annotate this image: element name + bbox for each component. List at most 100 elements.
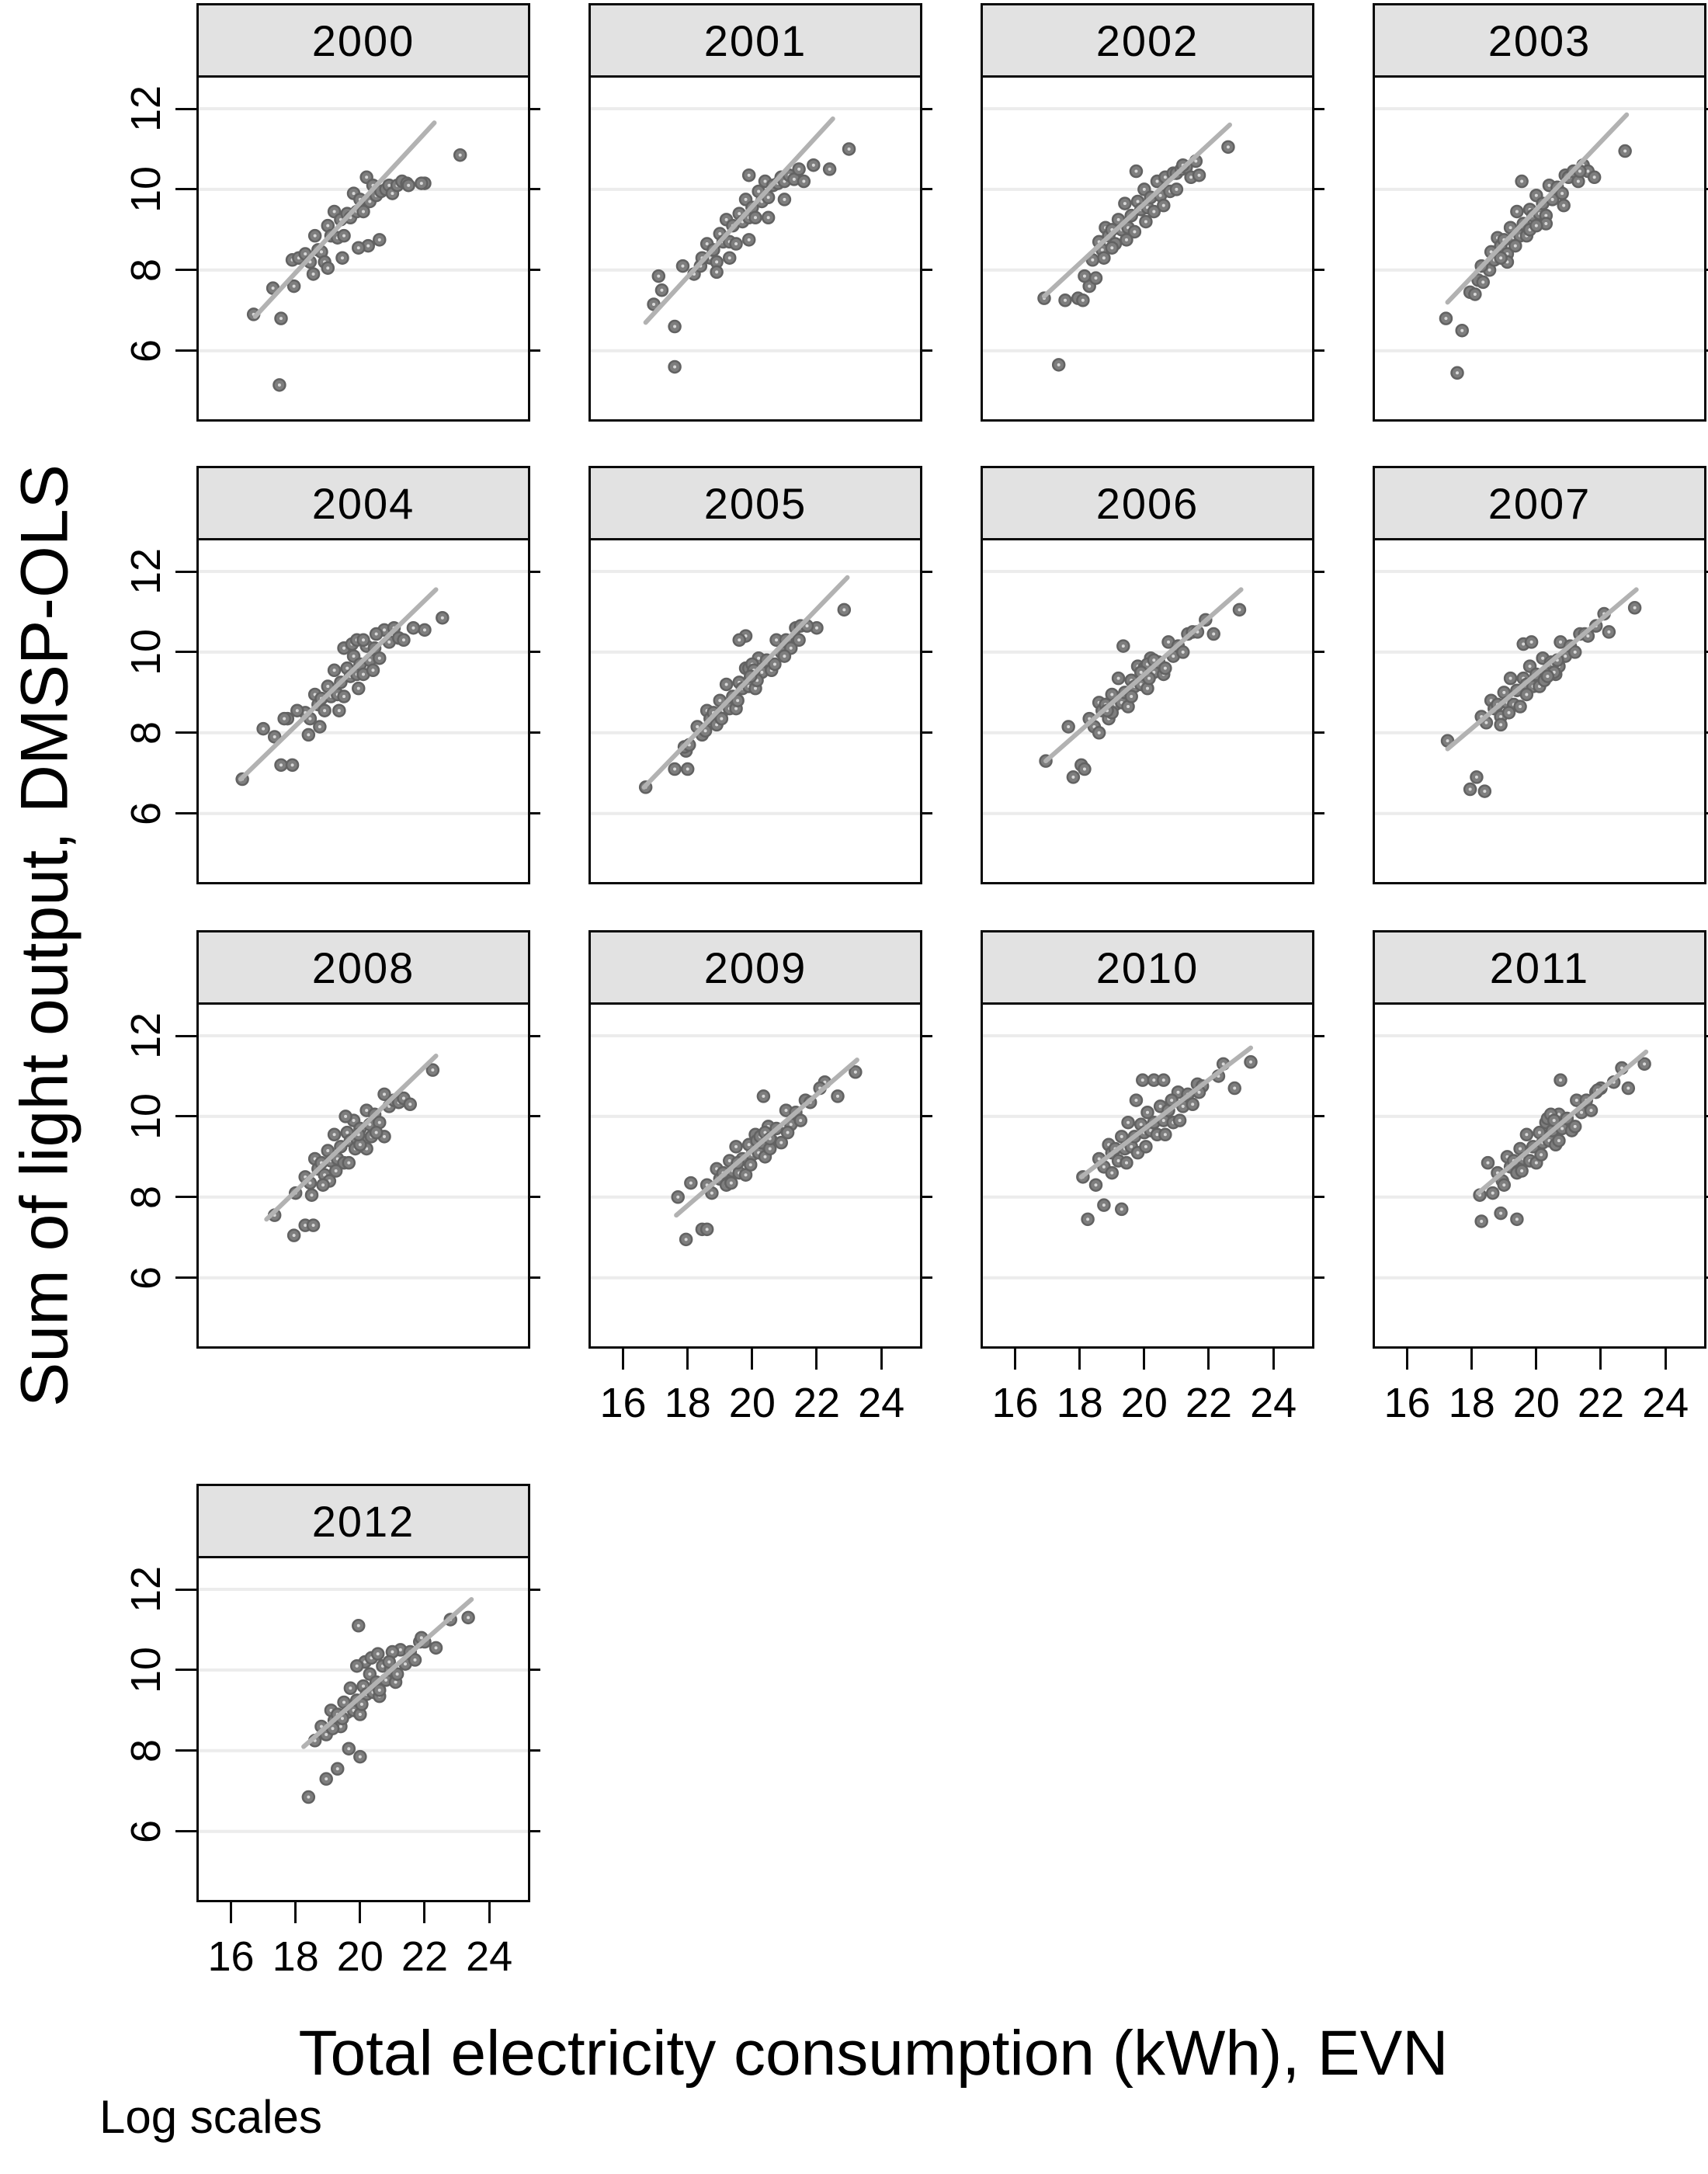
data-point-core [1057,363,1061,366]
data-point-core [754,686,757,690]
right-tick-mark [1706,269,1708,272]
data-point-core [366,244,370,248]
x-tick-label: 18 [1448,1380,1495,1426]
right-tick-mark [1706,107,1708,110]
right-tick-mark [1706,651,1708,654]
data-point-core [1189,175,1193,179]
data-point-core [842,608,846,612]
scatter-svg-2011 [1375,1034,1704,1280]
right-tick-mark [1706,812,1708,815]
data-point-core [1163,666,1167,670]
data-point-core [744,197,748,201]
data-point-core [660,288,664,292]
panel-plot-2007 [1375,540,1704,882]
data-point-core [1081,298,1085,302]
data-point-core [1473,292,1477,296]
data-point-core [383,1134,387,1138]
data-point-core [1481,280,1485,284]
data-point-core [724,217,728,221]
x-tick-mark [1599,1349,1602,1370]
data-point-core [715,260,719,264]
data-point-core [1097,731,1101,735]
data-point-core [422,628,426,632]
y-tick-label: 12 [123,85,169,133]
scatter-svg-2010 [983,1034,1312,1280]
y-tick-label: 10 [123,1092,169,1140]
fit-line-2003 [1445,112,1630,305]
data-point-core [383,628,387,632]
data-point-core [1541,656,1545,660]
data-point-core [347,1747,351,1751]
data-point-core [1525,693,1529,696]
data-point-core [1502,1183,1506,1187]
right-tick-mark [1314,651,1324,654]
data-point-core [321,1183,325,1187]
data-point-core [440,616,444,620]
data-point-core [686,767,689,771]
panel-2012: 2012 6 8 10 12 16 18 20 22 24 [123,1484,540,1980]
data-point-core [1082,274,1086,278]
data-point-core [1507,710,1511,714]
data-point-core [398,1648,402,1651]
data-point-core [1123,202,1127,206]
data-point-core [1194,159,1198,163]
data-point-core [345,666,349,670]
data-point-core [1116,676,1120,680]
right-tick-mark [530,570,540,573]
x-tick-label: 20 [336,1933,384,1980]
data-point-core [368,200,372,203]
panel-plot-2012 [199,1558,528,1900]
x-tick-label: 16 [991,1380,1039,1426]
data-point-core [705,242,709,246]
data-point-core [458,153,462,157]
data-point-core [1102,1203,1106,1207]
x-tick-mark [815,1349,818,1370]
scatter-svg-2003 [1375,107,1704,380]
scatter-svg-2012 [199,1588,528,1833]
data-point-core [1120,1207,1123,1211]
data-point-core [419,1636,423,1640]
scatter-svg-2006 [983,570,1312,815]
panel-2005: 2005 [588,466,932,884]
data-point-core [1155,1133,1159,1137]
data-point-core [308,1181,312,1185]
data-point-core [356,1624,360,1627]
y-tick-mark [175,1588,196,1591]
data-point-core [1110,246,1114,250]
data-point-core [358,1755,362,1759]
panel-header-2005: 2005 [591,468,920,540]
data-point-core [1468,787,1472,791]
x-tick-mark [1078,1349,1081,1370]
data-point-core [273,735,276,738]
data-point-core [1483,790,1487,794]
data-point-core [1221,1062,1225,1066]
data-point-core [387,183,391,187]
data-point-core [371,669,375,672]
data-point-core [1120,1134,1123,1138]
y-tick-label: 6 [123,801,169,825]
data-point-core [262,727,266,731]
data-point-core [340,1717,344,1721]
right-tick-mark [922,731,932,735]
x-tick-mark [1470,1349,1474,1370]
panel-header-2012: 2012 [199,1486,528,1558]
data-point-core [311,272,315,276]
data-point-core [797,167,801,171]
data-point-core [1152,210,1156,214]
x-tick-label: 22 [1577,1380,1625,1426]
data-point-core [738,212,741,216]
data-point-core [271,287,275,290]
fit-line-2010 [1078,1045,1254,1179]
panel-2004: 2004 6 8 10 12 [123,466,540,884]
data-point-core [1557,1139,1560,1143]
right-tick-mark [1314,1034,1324,1037]
data-point-core [1586,634,1590,638]
data-point-core [676,1195,680,1199]
x-tick-label: 24 [466,1933,513,1980]
data-point-core [689,1181,693,1185]
data-point-core [1522,642,1526,646]
scatter-svg-2005 [591,570,920,815]
panel-header-2000: 2000 [199,5,528,78]
right-tick-mark [530,812,540,815]
data-point-core [1233,1086,1237,1090]
